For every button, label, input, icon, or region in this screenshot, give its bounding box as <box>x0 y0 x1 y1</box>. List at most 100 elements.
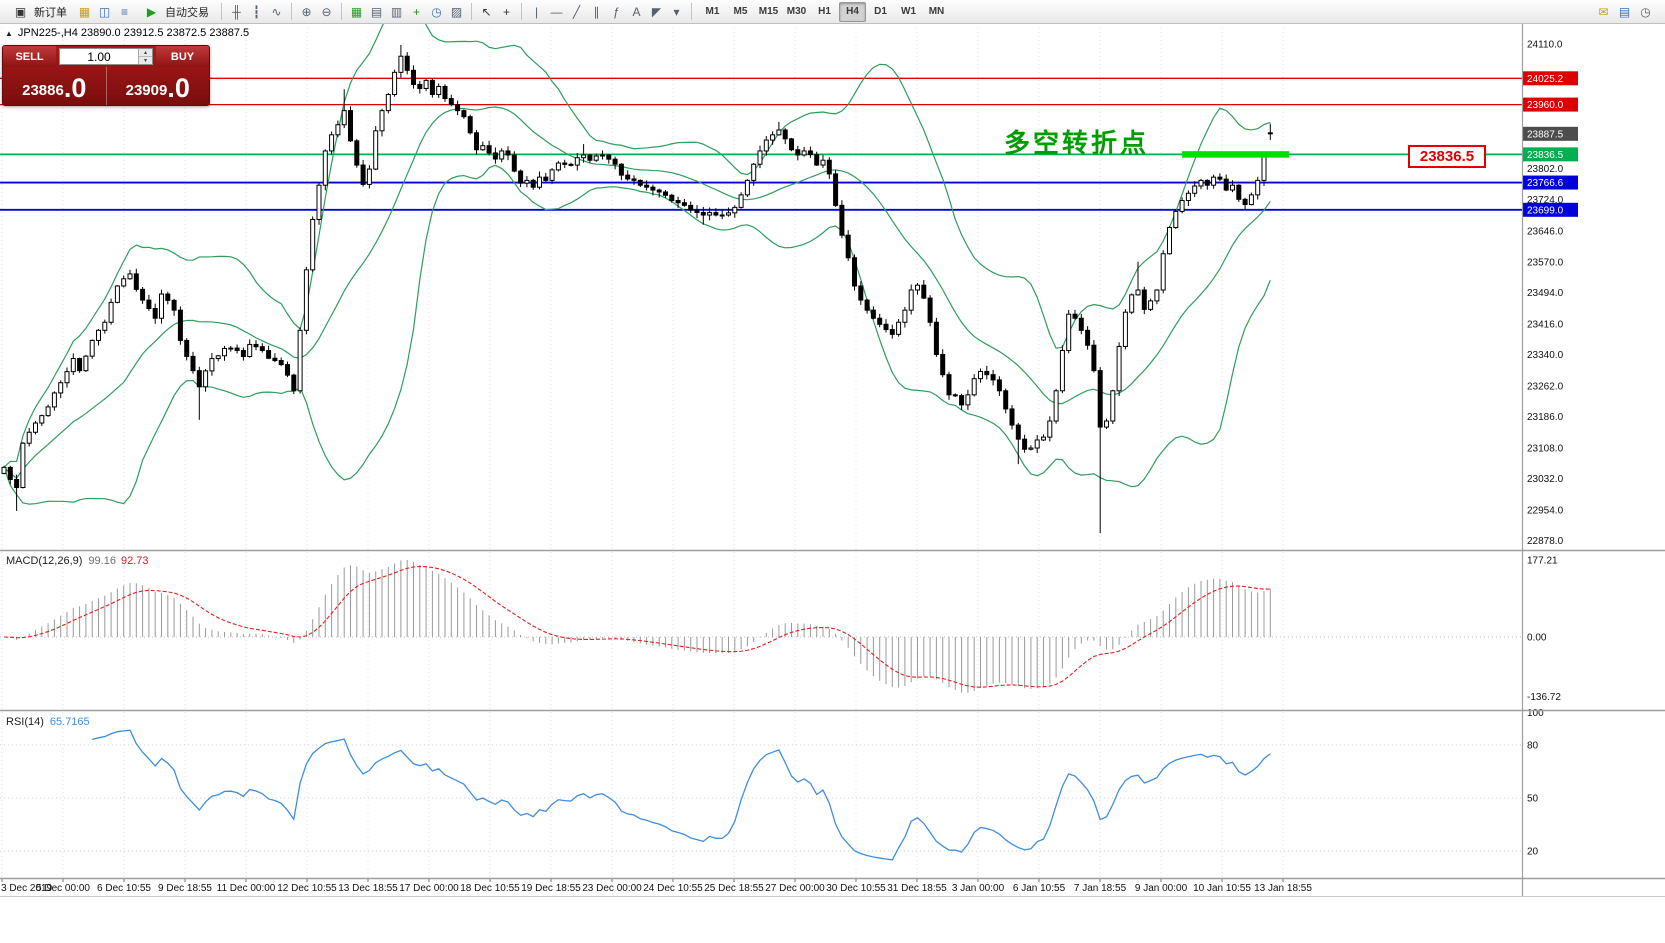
svg-text:24025.2: 24025.2 <box>1527 74 1564 85</box>
timeframe-h4[interactable]: H4 <box>839 1 866 22</box>
rsi-value: 65.7165 <box>49 716 90 728</box>
templates-icon[interactable]: ▨ <box>450 4 463 19</box>
indicators-icon[interactable]: + <box>412 4 420 19</box>
sell-button[interactable]: SELL <box>3 46 56 67</box>
new-order-button[interactable]: ▣ 新订单 <box>4 2 74 22</box>
toolbar-right-group: ✉ ▤ ◷ <box>1594 2 1661 21</box>
svg-text:177.21: 177.21 <box>1527 555 1558 566</box>
fibonacci-icon[interactable]: ƒ <box>613 4 620 19</box>
timeframe-m15[interactable]: M15 <box>758 6 779 17</box>
cursor-icon[interactable]: ↖ <box>481 4 492 19</box>
svg-text:23960.0: 23960.0 <box>1527 100 1564 111</box>
timeframe-m1[interactable]: M1 <box>705 6 720 17</box>
timeframe-d1[interactable]: D1 <box>874 6 887 17</box>
svg-text:9 Jan 00:00: 9 Jan 00:00 <box>1135 883 1188 894</box>
profiles-icon[interactable]: ◫ <box>98 4 111 19</box>
line-chart-icon[interactable]: ∿ <box>271 4 282 19</box>
svg-text:23032.0: 23032.0 <box>1527 474 1564 485</box>
symbol-ohlc-text: JPN225-,H4 23890.0 23912.5 23872.5 23887… <box>17 27 250 39</box>
cascade-windows-icon[interactable]: ▥ <box>390 4 403 19</box>
timeframe-m30[interactable]: M30 <box>786 6 807 17</box>
zoom-out-icon[interactable]: ⊖ <box>321 4 332 19</box>
volume-box: ▴ ▾ <box>59 48 153 65</box>
volume-up-icon[interactable]: ▴ <box>139 49 152 57</box>
svg-text:100: 100 <box>1527 708 1544 719</box>
svg-text:23836.5: 23836.5 <box>1527 150 1564 161</box>
svg-text:6 Jan 10:55: 6 Jan 10:55 <box>1013 883 1066 894</box>
svg-text:30 Dec 10:55: 30 Dec 10:55 <box>826 883 886 894</box>
new-order-icon: ▣ <box>14 4 27 19</box>
svg-text:24110.0: 24110.0 <box>1527 40 1563 51</box>
svg-text:23494.0: 23494.0 <box>1527 288 1564 299</box>
panel-frames <box>0 24 1665 897</box>
volume-down-icon[interactable]: ▾ <box>139 57 152 64</box>
svg-text:20: 20 <box>1527 847 1539 858</box>
autotrading-button[interactable]: ▶ 自动交易 <box>135 2 216 22</box>
timeframe-w1[interactable]: W1 <box>901 6 916 17</box>
price-scale[interactable]: 24110.0 23802.0 23724.0 23646.0 23570.0 23494… <box>1523 40 1578 858</box>
svg-text:23766.6: 23766.6 <box>1527 178 1564 189</box>
alert-clock-icon[interactable]: ◷ <box>1640 4 1651 19</box>
svg-text:11 Dec 00:00: 11 Dec 00:00 <box>217 883 276 894</box>
svg-text:23646.0: 23646.0 <box>1527 227 1564 238</box>
buy-price-frac: .0 <box>167 73 190 104</box>
horizontal-line-icon[interactable]: — <box>550 4 563 19</box>
periods-icon[interactable]: ◷ <box>431 4 442 19</box>
tools-dropdown-icon[interactable]: ▾ <box>673 4 680 19</box>
svg-text:50: 50 <box>1527 794 1539 805</box>
channel-icon[interactable]: ∥ <box>593 4 600 19</box>
svg-text:25 Dec 18:55: 25 Dec 18:55 <box>704 883 764 894</box>
svg-text:3 Dec 2019: 3 Dec 2019 <box>1 883 53 894</box>
candlestick-chart-icon[interactable]: ┇ <box>252 4 261 19</box>
auto-arrange-icon[interactable]: ▦ <box>350 4 363 19</box>
arrows-tool-icon[interactable]: ◤ <box>651 4 662 19</box>
rsi-panel <box>0 729 1522 861</box>
one-click-trade-panel: SELL ▴ ▾ BUY 23886 .0 23909 .0 <box>2 45 210 106</box>
rsi-indicator-label: RSI(14) 65.7165 <box>6 716 90 728</box>
svg-text:3 Jan 00:00: 3 Jan 00:00 <box>952 883 1005 894</box>
zoom-in-icon[interactable]: ⊕ <box>301 4 312 19</box>
mail-icon[interactable]: ✉ <box>1598 4 1609 19</box>
new-chart-icon[interactable]: ▦ <box>78 4 91 19</box>
svg-text:23262.0: 23262.0 <box>1527 381 1564 392</box>
bar-chart-icon[interactable]: ╫ <box>232 4 241 19</box>
vertical-line-icon[interactable]: | <box>534 4 539 19</box>
market-watch-icon[interactable]: ≡ <box>120 4 128 19</box>
svg-text:80: 80 <box>1527 740 1539 751</box>
svg-text:22954.0: 22954.0 <box>1527 506 1564 517</box>
layout-icon[interactable]: ▤ <box>1618 4 1631 19</box>
turning-point-annotation[interactable]: 多空转折点 <box>1004 128 1150 158</box>
svg-text:23416.0: 23416.0 <box>1527 319 1564 330</box>
trendline-icon[interactable]: ╱ <box>572 4 581 19</box>
svg-text:23340.0: 23340.0 <box>1527 350 1564 361</box>
toolbar-separator <box>521 3 522 20</box>
svg-text:10 Jan 10:55: 10 Jan 10:55 <box>1193 883 1251 894</box>
crosshair-icon[interactable]: + <box>502 4 510 19</box>
timeframe-h1[interactable]: H1 <box>818 6 831 17</box>
timeframe-m5[interactable]: M5 <box>733 6 748 17</box>
volume-spinner: ▴ ▾ <box>138 49 152 64</box>
price-callout-box[interactable]: 23836.5 <box>1408 145 1486 168</box>
tile-windows-icon[interactable]: ▤ <box>370 4 383 19</box>
svg-text:22878.0: 22878.0 <box>1527 536 1564 547</box>
buy-price[interactable]: 23909 .0 <box>105 67 210 105</box>
volume-input[interactable] <box>60 49 138 64</box>
svg-text:12 Dec 10:55: 12 Dec 10:55 <box>277 883 337 894</box>
horizontal-levels[interactable] <box>0 77 1522 211</box>
highlight-trendline[interactable] <box>1182 151 1290 158</box>
timeframe-group: M1 M5 M15 M30 H1 H4 D1 W1 MN <box>699 1 950 22</box>
buy-button[interactable]: BUY <box>156 46 209 67</box>
collapse-icon[interactable]: ▲ <box>5 28 13 38</box>
timeframe-mn[interactable]: MN <box>928 6 945 17</box>
svg-text:23 Dec 00:00: 23 Dec 00:00 <box>582 883 642 894</box>
svg-text:23108.0: 23108.0 <box>1527 444 1564 455</box>
sell-price[interactable]: 23886 .0 <box>3 67 106 105</box>
toolbar-separator <box>341 3 342 20</box>
svg-text:23802.0: 23802.0 <box>1527 164 1564 175</box>
macd-panel <box>0 559 1522 693</box>
toolbar-separator <box>221 3 222 20</box>
macd-signal-value: 92.73 <box>120 555 149 567</box>
text-tool-icon[interactable]: A <box>632 4 641 19</box>
